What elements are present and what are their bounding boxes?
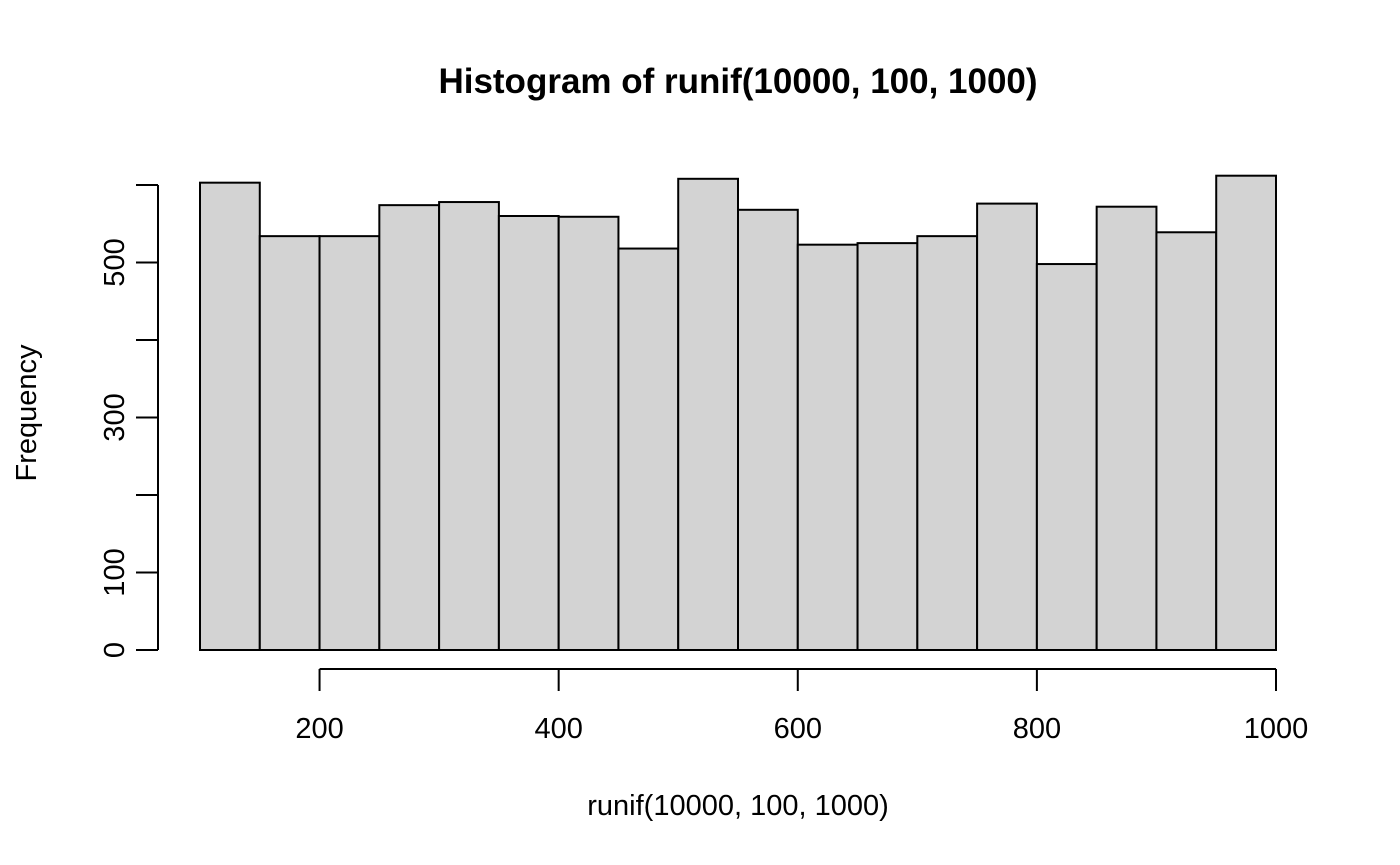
histogram-bar-8 bbox=[677, 177, 740, 652]
histogram-bar-10 bbox=[796, 243, 859, 652]
histogram-bar-17 bbox=[1215, 174, 1277, 651]
histogram-bar-7 bbox=[617, 247, 680, 652]
histogram-bar-11 bbox=[856, 242, 919, 651]
chart-title: Histogram of runif(10000, 100, 1000) bbox=[438, 62, 1037, 101]
histogram-bar-9 bbox=[737, 208, 799, 652]
x-tick-label: 800 bbox=[1013, 713, 1061, 745]
y-axis: 0 100 300 500 bbox=[99, 184, 159, 658]
y-axis-label: Frequency bbox=[11, 344, 43, 482]
histogram-bar-12 bbox=[916, 235, 979, 651]
histogram-bar-16 bbox=[1155, 231, 1218, 651]
histogram-bar-0 bbox=[199, 181, 261, 652]
y-tick-label: 300 bbox=[99, 393, 131, 441]
x-tick-label: 1000 bbox=[1244, 713, 1309, 745]
histogram-bar-2 bbox=[318, 235, 381, 651]
histogram-bar-15 bbox=[1095, 205, 1158, 651]
y-tick-label: 100 bbox=[99, 548, 131, 596]
x-axis-label: runif(10000, 100, 1000) bbox=[587, 790, 889, 822]
histogram-bar-1 bbox=[258, 235, 321, 651]
x-tick-label: 200 bbox=[295, 713, 343, 745]
x-tick-label: 400 bbox=[534, 713, 582, 745]
bars-group bbox=[199, 174, 1277, 652]
histogram-bar-5 bbox=[497, 215, 560, 651]
histogram-bar-6 bbox=[557, 215, 620, 651]
histogram-bar-4 bbox=[438, 201, 500, 652]
y-tick-label: 500 bbox=[99, 238, 131, 286]
y-tick-label: 0 bbox=[99, 642, 131, 658]
histogram-bar-14 bbox=[1035, 263, 1098, 651]
x-axis: 200 400 600 800 1000 bbox=[295, 668, 1309, 745]
histogram-bar-3 bbox=[378, 204, 441, 651]
histogram-bar-13 bbox=[976, 202, 1038, 651]
x-tick-label: 600 bbox=[774, 713, 822, 745]
